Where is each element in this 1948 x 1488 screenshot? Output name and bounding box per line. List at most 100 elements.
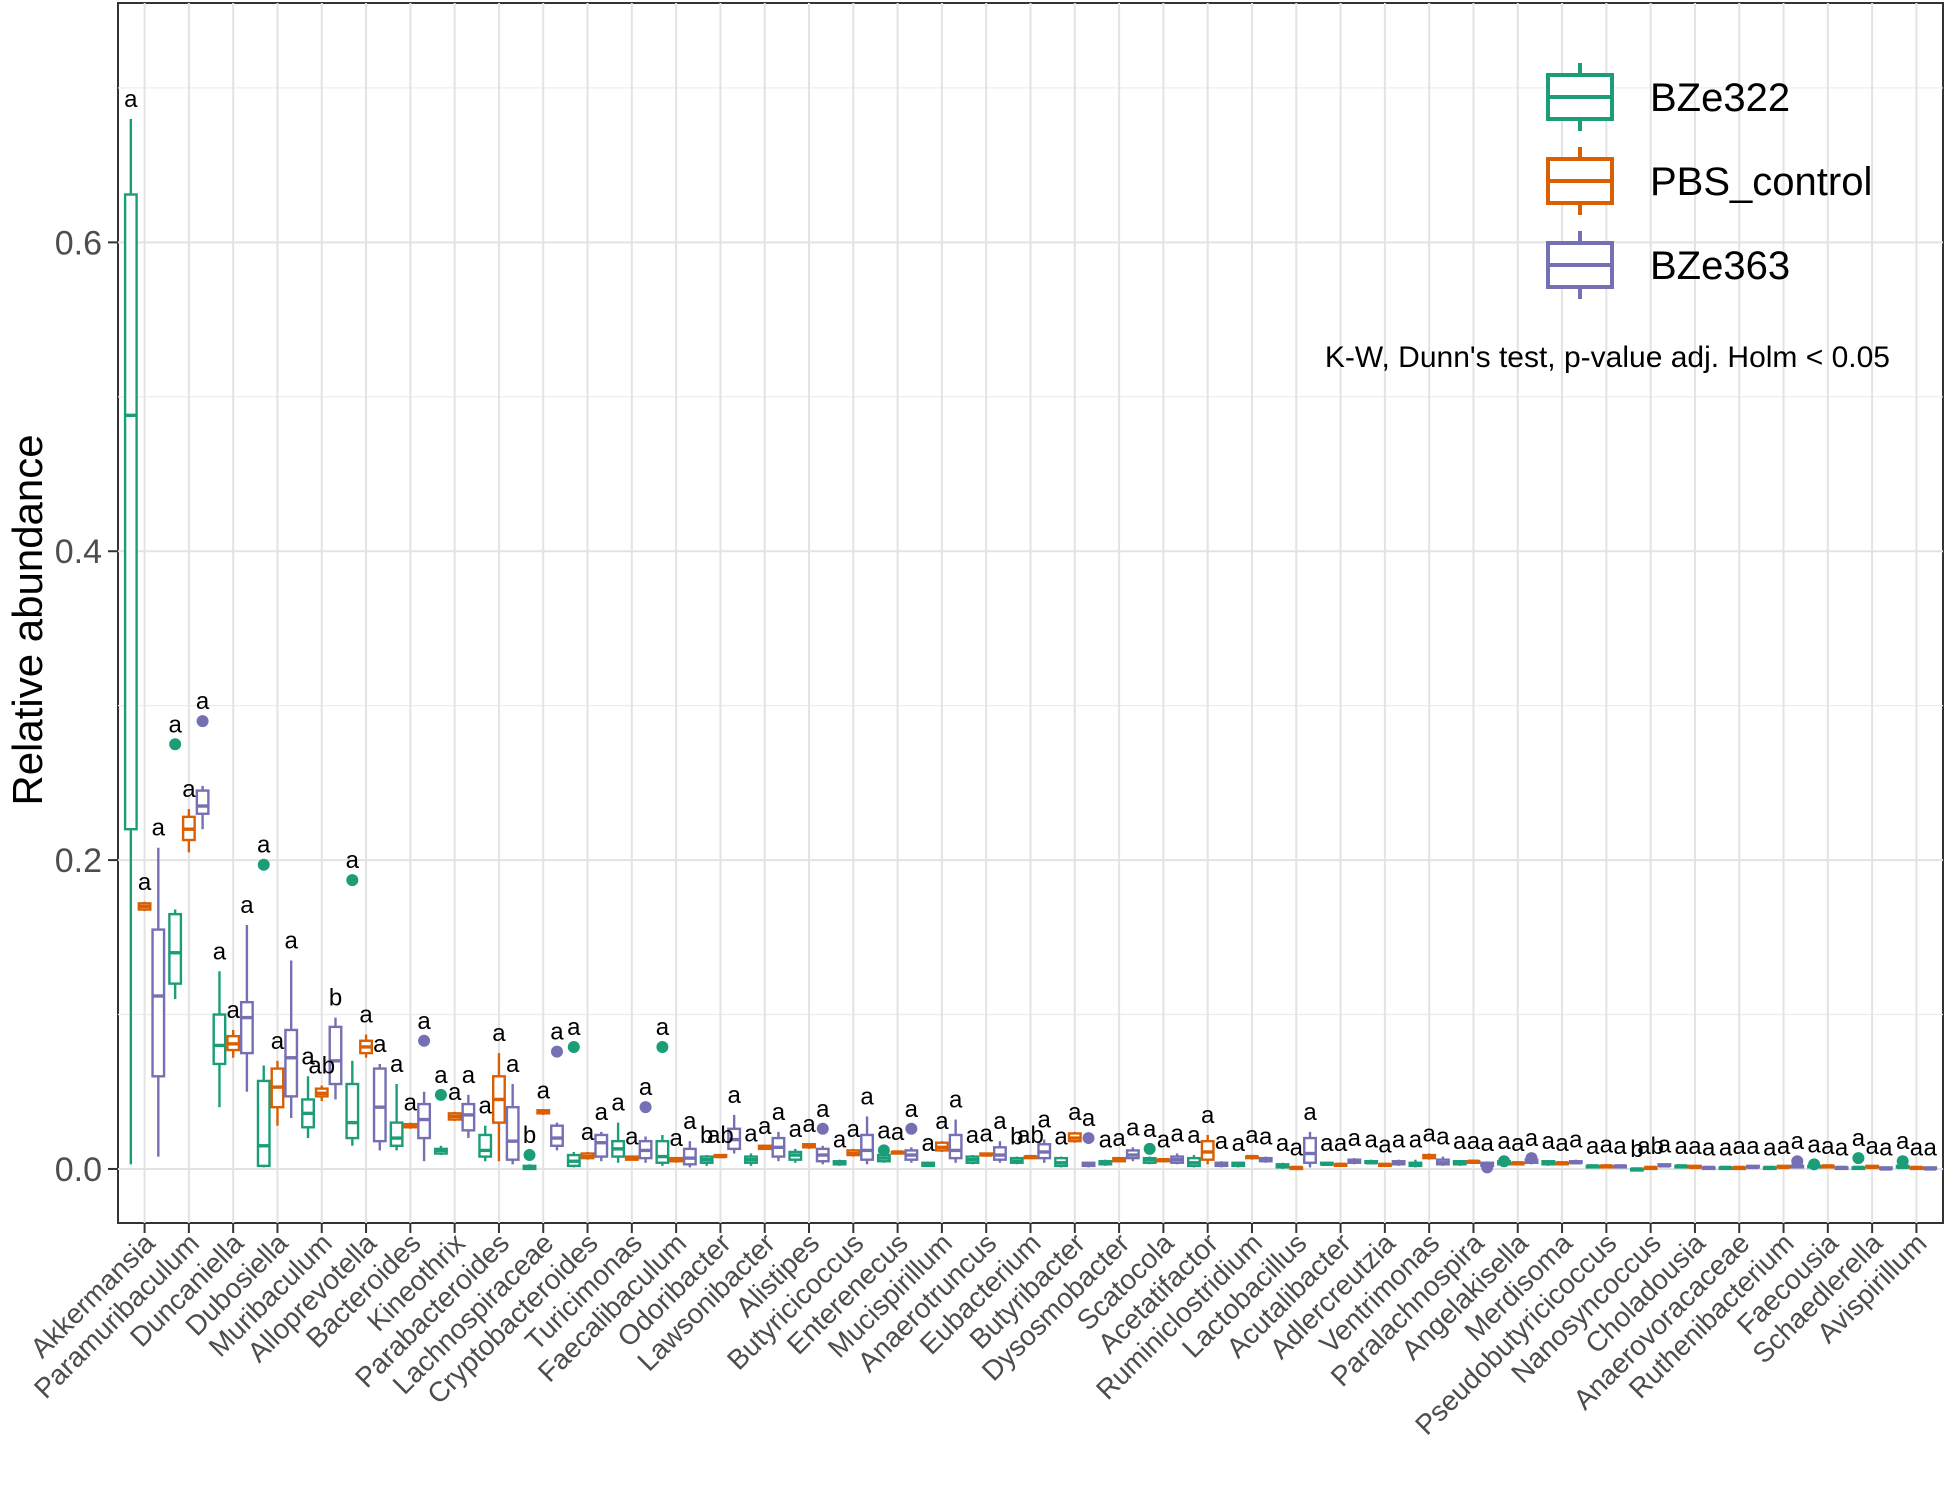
box-iqr <box>478 1133 493 1158</box>
box-BZe363 <box>1081 1132 1096 1168</box>
box-BZe322 <box>345 874 360 1146</box>
box-PBS_control <box>580 1151 595 1160</box>
box-PBS_control <box>1466 1159 1481 1164</box>
significance-label: a <box>138 869 152 896</box>
box-iqr <box>345 1082 360 1140</box>
box-BZe322 <box>744 1153 758 1166</box>
significance-label: a <box>758 1113 772 1140</box>
box-BZe322 <box>123 118 138 1165</box>
significance-label: a <box>1245 1122 1259 1149</box>
outlier-point <box>816 1122 829 1135</box>
box-BZe363 <box>1878 1166 1893 1171</box>
y-tick-label: 0.2 <box>55 842 102 880</box>
box-iqr <box>594 1133 609 1158</box>
significance-label: b <box>1630 1136 1643 1163</box>
significance-label: a <box>240 892 254 919</box>
outlier-point <box>523 1149 536 1162</box>
box-BZe322 <box>1674 1164 1689 1169</box>
box-BZe322 <box>1009 1156 1024 1165</box>
outlier-point <box>905 1122 918 1135</box>
significance-label: a <box>1157 1127 1171 1154</box>
significance-label: a <box>404 1090 418 1117</box>
significance-label: a <box>1099 1127 1113 1154</box>
box-BZe322 <box>1851 1152 1866 1171</box>
significance-label: b <box>523 1122 536 1149</box>
significance-label: a <box>462 1062 476 1089</box>
box-iqr <box>505 1105 520 1161</box>
box-BZe322 <box>1497 1155 1511 1168</box>
box-iqr <box>328 1025 343 1086</box>
outlier-point <box>877 1144 890 1157</box>
box-PBS_control <box>1333 1162 1348 1168</box>
outlier-point <box>418 1034 431 1047</box>
significance-label: a <box>417 1008 431 1035</box>
significance-label: a <box>285 927 299 954</box>
significance-label: a <box>891 1119 905 1146</box>
box-PBS_control <box>1156 1157 1171 1163</box>
box-BZe322 <box>699 1155 714 1166</box>
significance-label: a <box>1364 1127 1378 1154</box>
significance-label: b <box>1010 1124 1023 1151</box>
box-PBS_control <box>1909 1165 1924 1171</box>
box-BZe363 <box>195 715 210 830</box>
box-PBS_control <box>1200 1134 1215 1165</box>
box-BZe322 <box>1762 1165 1777 1171</box>
significance-label: a <box>1143 1116 1157 1143</box>
box-iqr <box>389 1121 404 1147</box>
significance-label: a <box>860 1083 874 1110</box>
significance-label: a <box>877 1117 891 1144</box>
box-PBS_control <box>181 809 196 853</box>
significance-label: a <box>550 1019 564 1046</box>
significance-label: a <box>434 1062 448 1089</box>
box-BZe363 <box>771 1131 786 1162</box>
significance-label: a <box>1865 1133 1879 1160</box>
outlier-point <box>434 1088 447 1101</box>
significance-label: a <box>1436 1124 1450 1151</box>
significance-label: a <box>1586 1133 1600 1160</box>
box-PBS_control <box>1422 1153 1437 1160</box>
box-PBS_control <box>314 1085 329 1101</box>
box-PBS_control <box>802 1143 816 1149</box>
box-BZe363 <box>948 1119 963 1163</box>
significance-label: a <box>1392 1127 1406 1154</box>
outlier-point <box>1082 1132 1095 1145</box>
significance-label: a <box>448 1079 462 1106</box>
box-BZe363 <box>328 1017 343 1100</box>
box-BZe322 <box>433 1088 448 1156</box>
box-PBS_control <box>1112 1156 1127 1163</box>
significance-label: a <box>213 938 227 965</box>
significance-label: a <box>1467 1128 1481 1155</box>
significance-label: a <box>1422 1121 1436 1148</box>
box-PBS_control <box>979 1152 994 1157</box>
box-PBS_control <box>934 1141 949 1152</box>
significance-label: a <box>390 1051 404 1078</box>
significance-label: a <box>1555 1130 1569 1157</box>
significance-label: a <box>1334 1130 1348 1157</box>
box-BZe322 <box>389 1084 404 1151</box>
box-BZe363 <box>860 1116 875 1165</box>
box-iqr <box>284 1028 299 1098</box>
box-BZe363 <box>904 1122 919 1163</box>
significance-label: a <box>1320 1130 1334 1157</box>
significance-label: a <box>567 1014 581 1041</box>
box-BZe363 <box>1391 1159 1406 1166</box>
box-BZe363 <box>1613 1164 1628 1169</box>
box-PBS_control <box>226 1029 241 1058</box>
box-BZe322 <box>256 858 271 1168</box>
outlier-point <box>1525 1152 1538 1165</box>
box-BZe363 <box>1214 1161 1229 1168</box>
significance-label: a <box>1290 1134 1304 1161</box>
legend: BZe322 PBS_control BZe363 <box>1546 63 1872 299</box>
box-iqr <box>860 1133 875 1161</box>
significance-label: a <box>949 1087 963 1114</box>
outlier-point <box>1143 1142 1156 1155</box>
significance-label: ab <box>1017 1122 1044 1149</box>
box-BZe363 <box>1524 1152 1539 1165</box>
significance-label: a <box>980 1121 994 1148</box>
box-BZe363 <box>505 1084 520 1165</box>
box-iqr <box>1303 1136 1317 1164</box>
outlier-point <box>169 738 182 751</box>
legend-label: BZe363 <box>1650 244 1790 288</box>
box-BZe322 <box>611 1122 626 1163</box>
